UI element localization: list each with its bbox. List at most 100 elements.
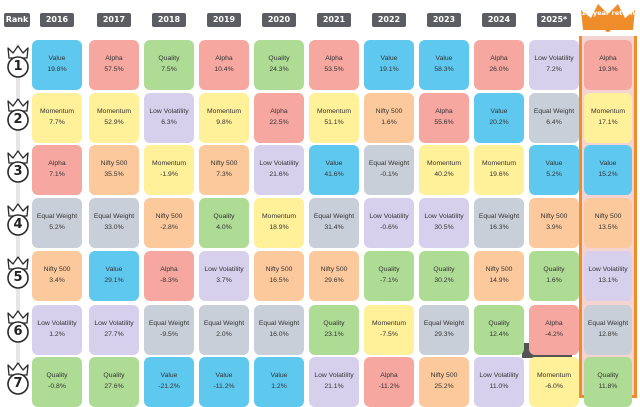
- factor-label: Momentum: [537, 372, 571, 380]
- return-value: 51.1%: [324, 119, 344, 126]
- factor-cell: Quality 7.5%: [144, 40, 194, 90]
- factor-cell: Nifty 500 29.6%: [309, 251, 359, 301]
- factor-cell: Equal Weight 16.0%: [254, 305, 304, 355]
- factor-label: Quality: [433, 266, 455, 274]
- factor-label: Value: [380, 55, 398, 63]
- factor-cell: Low Volatility 21.1%: [309, 357, 359, 407]
- factor-label: Value: [48, 55, 66, 63]
- return-value: 11.8%: [598, 383, 618, 390]
- return-value: 30.2%: [434, 277, 454, 284]
- factor-label: Momentum: [482, 160, 516, 168]
- return-value: 5.2%: [546, 171, 562, 178]
- return-value: 23.1%: [324, 331, 344, 338]
- return-value: 26.0%: [489, 66, 509, 73]
- year-header: 2022: [372, 13, 406, 27]
- factor-label: Quality: [268, 55, 290, 63]
- factor-cell: Value -21.2%: [144, 357, 194, 407]
- factor-cell: Equal Weight 29.3%: [419, 305, 469, 355]
- return-value: 40.2%: [434, 171, 454, 178]
- factor-cell: Value 20.2%: [474, 93, 524, 143]
- return-value: 12.8%: [598, 331, 618, 338]
- factor-label: Momentum: [317, 108, 351, 116]
- return-value: -0.6%: [380, 224, 398, 231]
- factor-cell: Low Volatility 30.5%: [419, 198, 469, 248]
- factor-cell: Nifty 500 25.2%: [419, 357, 469, 407]
- return-value: 11.0%: [489, 383, 509, 390]
- factor-cell: Alpha -8.3%: [144, 251, 194, 301]
- factor-cell: Nifty 500 -2.8%: [144, 198, 194, 248]
- factor-cell: Quality 30.2%: [419, 251, 469, 301]
- rank-number: 6: [13, 324, 23, 339]
- return-value: 13.1%: [598, 277, 618, 284]
- rank-number: 5: [13, 270, 23, 285]
- rank-number: 7: [13, 376, 23, 391]
- factor-label: Nifty 500: [430, 372, 458, 380]
- return-value: 16.5%: [269, 277, 289, 284]
- return-value: -7.5%: [380, 331, 398, 338]
- return-value: -21.2%: [158, 383, 180, 390]
- factor-cell: Low Volatility 11.0%: [474, 357, 524, 407]
- factor-label: Low Volatility: [424, 213, 464, 221]
- factor-label: Quality: [103, 372, 125, 380]
- factor-cell: Value 19.1%: [364, 40, 414, 90]
- return-value: 19.1%: [379, 66, 399, 73]
- return-value: 41.6%: [324, 171, 344, 178]
- factor-cell: Equal Weight 16.3%: [474, 198, 524, 248]
- factor-label: Momentum: [372, 320, 406, 328]
- factor-label: Momentum: [427, 160, 461, 168]
- rank-number: 2: [13, 112, 23, 127]
- factor-cell: Low Volatility -0.6%: [364, 198, 414, 248]
- return-value: 57.5%: [104, 66, 124, 73]
- factor-cell: Alpha 53.5%: [309, 40, 359, 90]
- return-value: 14.9%: [489, 277, 509, 284]
- factor-label: Value: [270, 372, 288, 380]
- factor-label: Low Volatility: [259, 160, 299, 168]
- factor-label: Low Volatility: [94, 320, 134, 328]
- factor-cell: Momentum -1.9%: [144, 145, 194, 195]
- factor-cell: Equal Weight 2.0%: [199, 305, 249, 355]
- factor-cell: Low Volatility 3.7%: [199, 251, 249, 301]
- factor-label: Alpha: [380, 372, 398, 380]
- return-value: 3.7%: [216, 277, 232, 284]
- factor-label: Equal Weight: [587, 320, 629, 328]
- year-header: 2016: [40, 13, 74, 27]
- return-value: 21.1%: [324, 383, 344, 390]
- factor-label: Value: [160, 372, 178, 380]
- return-value: 27.6%: [104, 383, 124, 390]
- year-header: 2025*: [537, 13, 571, 27]
- return-value: 16.3%: [489, 224, 509, 231]
- factor-label: Nifty 500: [485, 266, 513, 274]
- return-value: 3.4%: [49, 277, 65, 284]
- factor-cell: Momentum 19.6%: [474, 145, 524, 195]
- return-value: 6.4%: [546, 119, 562, 126]
- factor-label: Low Volatility: [534, 55, 574, 63]
- factor-label: Equal Weight: [203, 320, 245, 328]
- factor-label: Alpha: [160, 266, 178, 274]
- return-value: 55.6%: [434, 119, 454, 126]
- factor-cell: Nifty 500 14.9%: [474, 251, 524, 301]
- return-value: 29.6%: [324, 277, 344, 284]
- return-value: 18.9%: [269, 224, 289, 231]
- return-value: 24.3%: [269, 66, 289, 73]
- return-value: -7.1%: [380, 277, 398, 284]
- factor-label: Equal Weight: [423, 320, 465, 328]
- return-value: 1.6%: [546, 277, 562, 284]
- factor-label: Equal Weight: [93, 213, 135, 221]
- return-value: 19.3%: [598, 66, 618, 73]
- factor-label: Equal Weight: [148, 320, 190, 328]
- year-header: 2020: [262, 13, 296, 27]
- factor-label: Quality: [213, 213, 235, 221]
- factor-cell: Momentum 40.2%: [419, 145, 469, 195]
- return-value: 15.2%: [598, 171, 618, 178]
- factor-cell: Quality 12.4%: [474, 305, 524, 355]
- return-value: 19.8%: [47, 66, 67, 73]
- factor-label: Momentum: [591, 108, 625, 116]
- factor-cell: Value -11.2%: [199, 357, 249, 407]
- factor-label: Low Volatility: [204, 266, 244, 274]
- factor-cell: Quality -7.1%: [364, 251, 414, 301]
- factor-cell: Nifty 500 3.9%: [529, 198, 579, 248]
- return-value: 7.2%: [546, 66, 562, 73]
- return-value: -2.8%: [160, 224, 178, 231]
- return-cell: Low Volatility 13.1%: [584, 251, 632, 301]
- factor-cell: Equal Weight 5.2%: [32, 198, 82, 248]
